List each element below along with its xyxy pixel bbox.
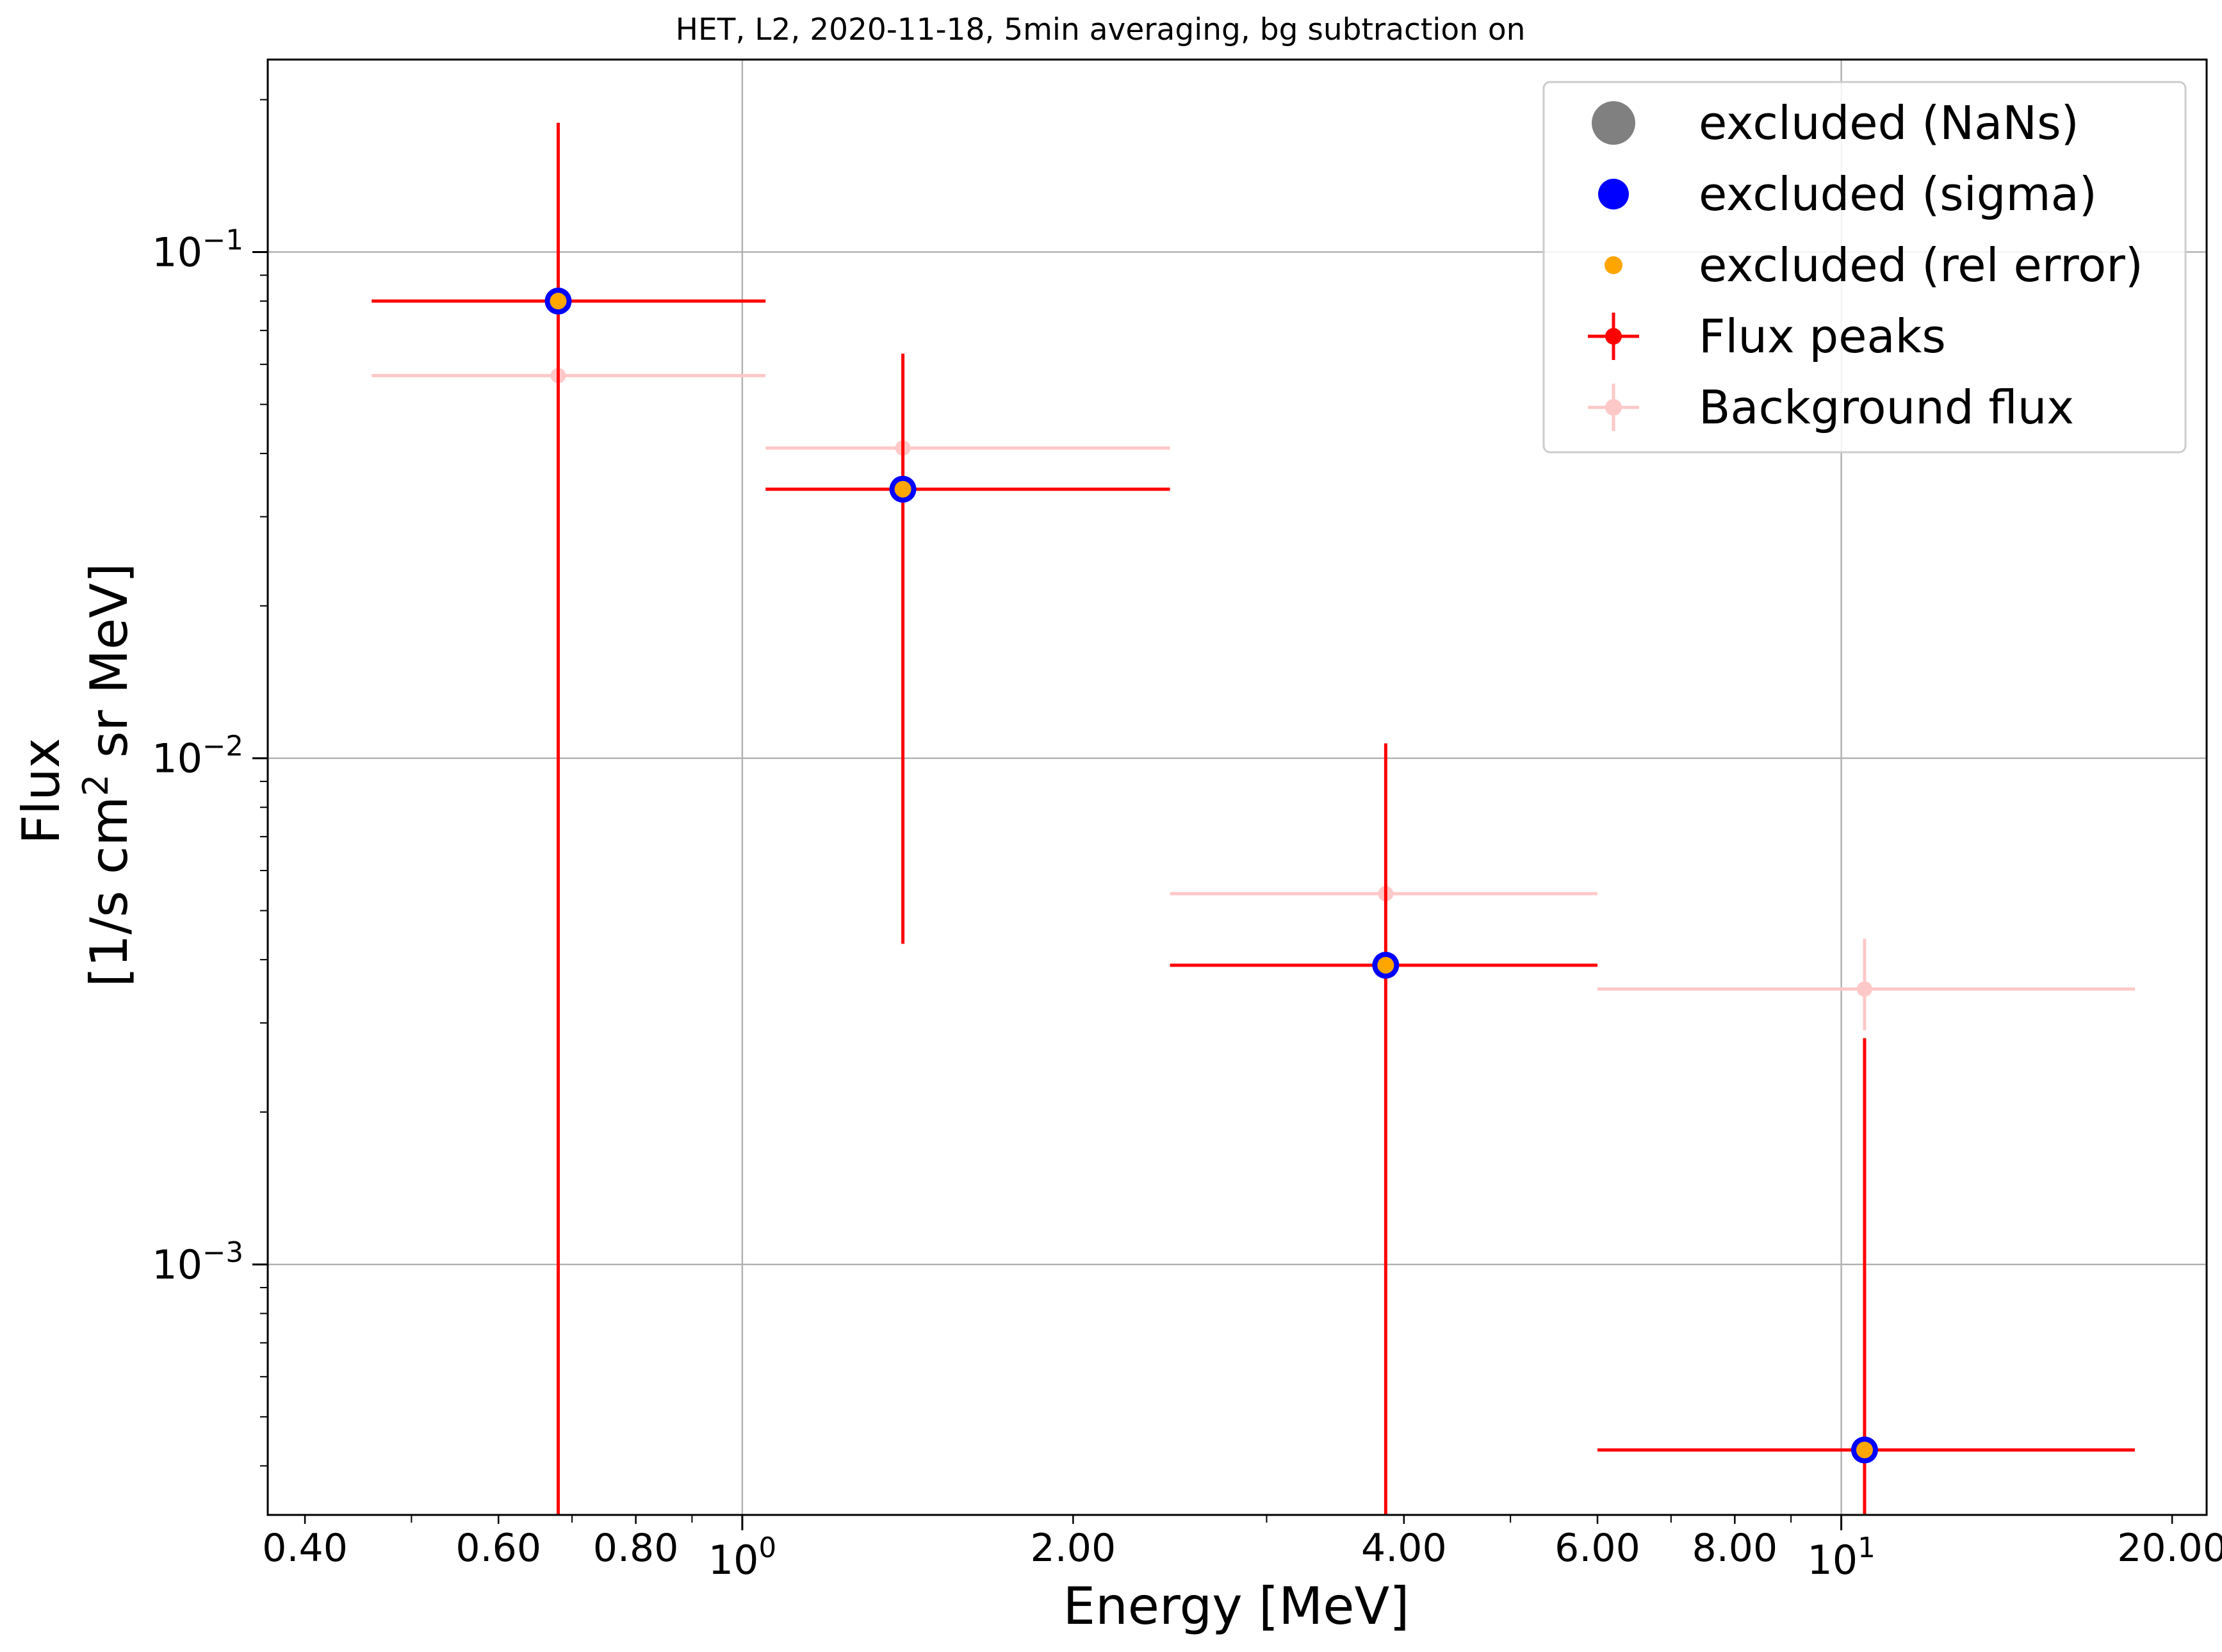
y-major-tick-label-base: 10 bbox=[152, 229, 202, 275]
x-major-tick-label-base: 10 bbox=[708, 1537, 759, 1583]
legend-label: excluded (NaNs) bbox=[1699, 96, 2079, 150]
x-major-tick-label: 100 bbox=[708, 1532, 777, 1583]
y-axis-label-line2: [1/s cm2 sr MeV] bbox=[76, 563, 139, 987]
x-tick-label: 0.80 bbox=[593, 1526, 679, 1571]
chart-title: HET, L2, 2020-11-18, 5min averaging, bg … bbox=[676, 12, 1526, 47]
y-major-tick-label: 10−3 bbox=[152, 1237, 243, 1288]
legend-label: Flux peaks bbox=[1699, 309, 1946, 363]
x-major-tick-label-exponent: 1 bbox=[1858, 1532, 1875, 1564]
x-tick-label: 20.00 bbox=[2117, 1526, 2222, 1571]
legend-label: Background flux bbox=[1699, 380, 2074, 434]
legend: excluded (NaNs) excluded (sigma) excluded … bbox=[1542, 81, 2187, 454]
x-axis-label: Energy [MeV] bbox=[1063, 1576, 1410, 1636]
excluded-rel-error-point bbox=[894, 480, 911, 498]
legend-box bbox=[1542, 81, 2187, 454]
excluded-markers bbox=[544, 288, 1878, 1464]
plot-frame bbox=[266, 58, 2208, 1516]
legend-handle-nans bbox=[1592, 101, 1635, 145]
excluded-rel-error-point bbox=[1856, 1441, 1873, 1459]
x-major-tick-label-base: 10 bbox=[1807, 1537, 1858, 1583]
x-tick-label: 6.00 bbox=[1555, 1526, 1640, 1571]
x-tick-label: 2.00 bbox=[1031, 1526, 1116, 1571]
y-major-tick-label-exponent: −1 bbox=[202, 224, 243, 256]
legend-handle-rel-error bbox=[1605, 256, 1622, 274]
background-flux-point bbox=[1856, 981, 1872, 997]
x-tick-label: 4.00 bbox=[1361, 1526, 1447, 1571]
x-tick-label: 8.00 bbox=[1692, 1526, 1778, 1571]
y-major-tick-label: 10−1 bbox=[152, 224, 243, 275]
y-major-tick-label-base: 10 bbox=[152, 1241, 202, 1288]
y-axis-ticks: 10−110−210−3 bbox=[152, 99, 268, 1467]
y-major-tick-label: 10−2 bbox=[152, 731, 243, 782]
background-flux-series bbox=[372, 368, 2136, 1031]
y-major-tick-label-exponent: −2 bbox=[202, 731, 243, 763]
legend-label: excluded (rel error) bbox=[1699, 238, 2143, 292]
excluded-rel-error-point bbox=[1377, 956, 1394, 974]
x-tick-label: 0.40 bbox=[262, 1526, 348, 1571]
y-major-tick-label-base: 10 bbox=[152, 735, 202, 782]
legend-handle-point bbox=[1605, 328, 1622, 345]
y-axis-label-line1: Flux bbox=[12, 738, 71, 844]
x-tick-label: 0.60 bbox=[455, 1526, 541, 1571]
x-major-tick-label: 101 bbox=[1807, 1532, 1875, 1583]
legend-handle-point bbox=[1605, 399, 1622, 416]
legend-label: excluded (sigma) bbox=[1699, 167, 2097, 221]
legend-handle-sigma bbox=[1598, 179, 1629, 209]
x-major-tick-label-exponent: 0 bbox=[759, 1532, 777, 1564]
y-major-tick-label-exponent: −3 bbox=[202, 1237, 243, 1269]
excluded-rel-error-point bbox=[550, 293, 567, 310]
